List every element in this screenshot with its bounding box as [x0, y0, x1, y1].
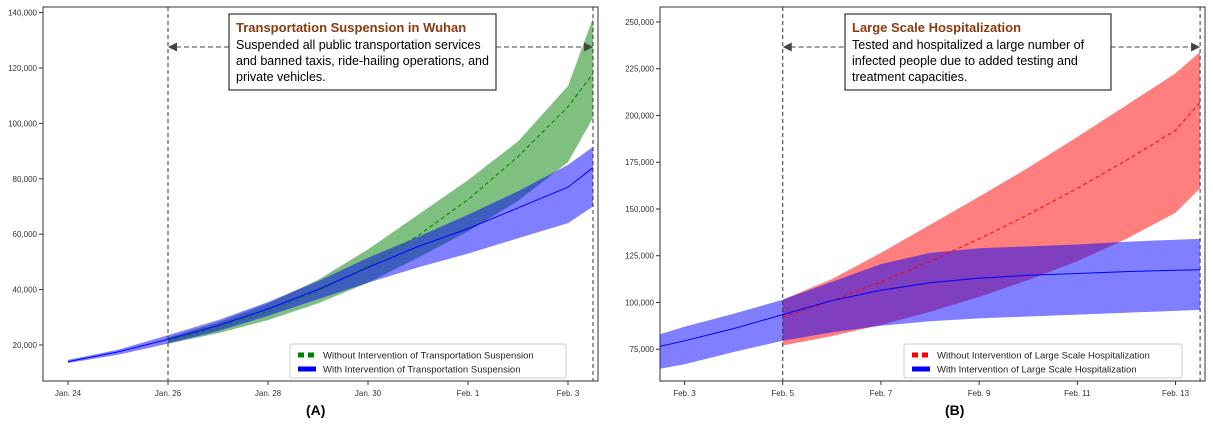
legend-label-series-0: Without Intervention of Transportation S…: [323, 351, 534, 362]
panel-b-caption: (B): [945, 402, 965, 418]
legend-label-series-1: With Intervention of Transportation Susp…: [323, 365, 521, 376]
annotation-title: Large Scale Hospitalization: [852, 20, 1021, 35]
period-arrow-head-right: [584, 42, 593, 52]
x-tick-label: Feb. 13: [1162, 389, 1190, 398]
annotation-line-0: Tested and hospitalized a large number o…: [852, 38, 1085, 52]
mean-line-series-1: [659, 269, 1201, 347]
y-tick-label: 250,000: [625, 18, 654, 27]
mean-line-series-0: [782, 102, 1201, 318]
x-tick-label: Feb. 1: [457, 389, 480, 398]
legend-label-series-0: Without Intervention of Large Scale Hosp…: [937, 351, 1150, 362]
annotation-box: [844, 13, 1112, 91]
x-tick-label: Feb. 3: [673, 389, 696, 398]
mean-line-series-1: [67, 167, 594, 363]
y-tick-label: 100,000: [625, 298, 654, 307]
x-tick-label: Feb. 7: [870, 389, 893, 398]
y-tick-label: 80,000: [13, 175, 38, 184]
confidence-band-series-1: [660, 238, 1201, 369]
confidence-band-series-0: [168, 18, 593, 344]
y-tick-label: 150,000: [625, 205, 654, 214]
x-tick-label: Jan. 24: [55, 389, 82, 398]
legend-box: [903, 343, 1183, 379]
annotation-line-1: infected people due to added testing and: [852, 54, 1078, 68]
y-tick-label: 40,000: [13, 286, 38, 295]
annotation-box: [228, 13, 497, 91]
period-arrow-head-right: [1191, 42, 1201, 52]
y-tick-label: 225,000: [625, 65, 654, 74]
x-tick-label: Jan. 28: [255, 389, 282, 398]
y-tick-label: 75,000: [630, 345, 655, 354]
legend-box: [289, 343, 567, 379]
x-tick-label: Jan. 26: [155, 389, 182, 398]
y-tick-label: 60,000: [13, 230, 38, 239]
panel-b-large-scale-hospitalization: Large Scale Hospitalization Tested and ho…: [625, 6, 1206, 398]
x-tick-label: Feb. 11: [1064, 389, 1091, 398]
mean-line-series-0: [167, 73, 594, 342]
y-tick-label: 100,000: [8, 119, 37, 128]
annotation-title: Transportation Suspension in Wuhan: [236, 20, 466, 35]
y-tick-label: 20,000: [13, 341, 38, 350]
legend-label-series-1: With Intervention of Large Scale Hospita…: [937, 365, 1137, 376]
period-arrow-head-left: [168, 42, 177, 52]
y-tick-label: 120,000: [8, 64, 37, 73]
annotation-line-1: and banned taxis, ride-hailing operation…: [236, 54, 489, 68]
x-tick-label: Feb. 9: [968, 389, 991, 398]
period-arrow-head-left: [782, 42, 792, 52]
x-tick-label: Jan. 30: [355, 389, 382, 398]
y-tick-label: 175,000: [625, 158, 654, 167]
y-tick-label: 200,000: [625, 111, 654, 120]
panel-a-caption: (A): [306, 402, 326, 418]
annotation-line-2: private vehicles.: [236, 70, 326, 84]
annotation-line-2: treatment capacities.: [852, 70, 967, 84]
x-tick-label: Feb. 5: [771, 389, 794, 398]
panel-a-transportation-suspension: Transportation Suspension in Wuhan Suspen…: [8, 6, 599, 398]
annotation-line-0: Suspended all public transportation serv…: [236, 38, 481, 52]
y-tick-label: 125,000: [625, 252, 654, 261]
y-tick-label: 140,000: [8, 9, 37, 18]
x-tick-label: Feb. 3: [557, 389, 580, 398]
